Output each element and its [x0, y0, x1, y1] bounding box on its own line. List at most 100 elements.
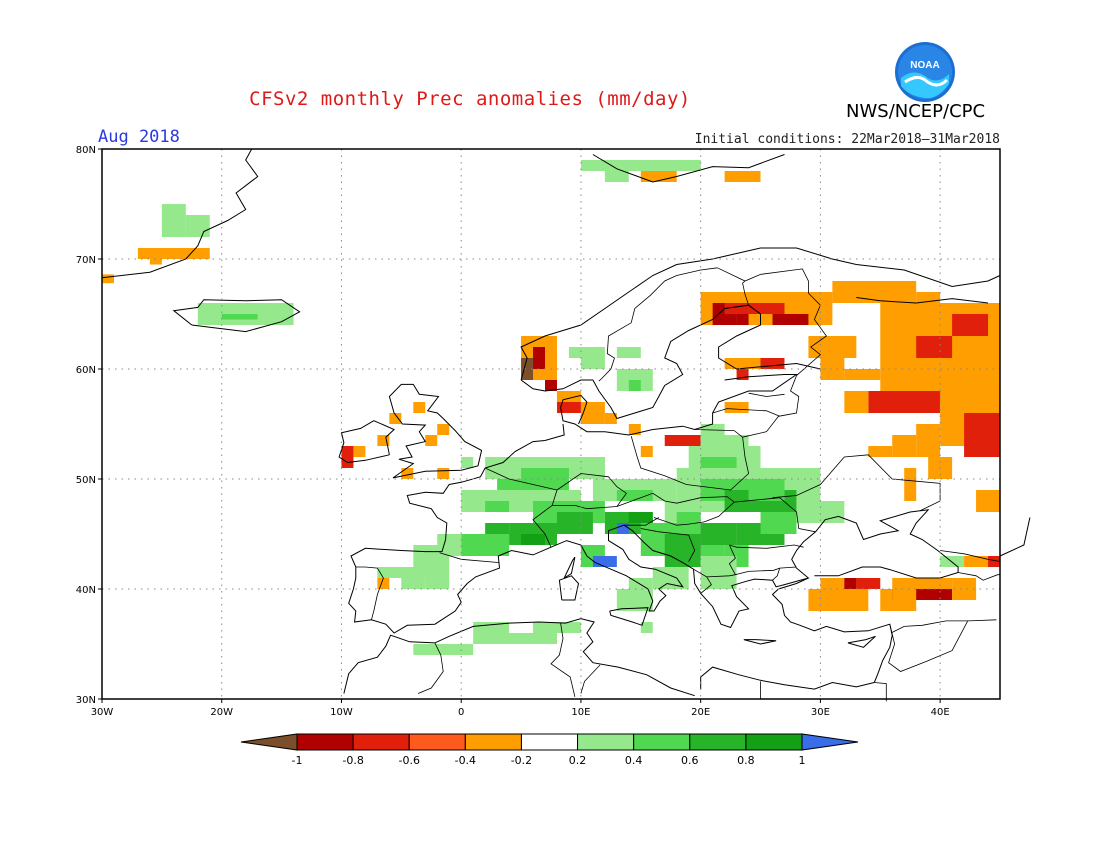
country-border [874, 682, 887, 702]
legend-swatch [745, 733, 803, 751]
legend-label: 0.2 [569, 754, 587, 767]
lat-tick-label: 80N [76, 145, 96, 156]
legend-label: 1 [799, 754, 806, 767]
anomaly-cell [377, 567, 414, 578]
legend-swatch [408, 733, 466, 751]
anomaly-cell [964, 556, 989, 567]
anomaly-cell [485, 501, 510, 512]
country-border [624, 517, 660, 526]
country-border [890, 619, 997, 634]
anomaly-cells [102, 160, 1000, 655]
anomaly-cell [604, 171, 629, 182]
anomaly-cell [616, 523, 629, 534]
anomaly-cell [700, 457, 737, 468]
anomaly-cell [748, 479, 785, 501]
anomaly-cell [592, 556, 617, 567]
anomaly-cell [700, 556, 737, 589]
anomaly-cell [556, 512, 593, 534]
lat-tick-label: 70N [76, 255, 96, 266]
anomaly-cell [868, 446, 893, 457]
legend-swatch [633, 733, 691, 751]
anomaly-cell [880, 402, 905, 413]
country-border [598, 267, 718, 382]
lat-tick-label: 30N [76, 695, 96, 706]
svg-text:NOAA: NOAA [910, 60, 939, 71]
coastline [592, 154, 785, 183]
legend-arrow-high [801, 733, 859, 751]
coastlines [101, 148, 1031, 702]
anomaly-cell [940, 556, 965, 567]
anomaly-cell [401, 468, 414, 479]
country-border [728, 544, 797, 576]
legend-label: -1 [292, 754, 303, 767]
coastline [558, 575, 580, 601]
anomaly-cell [856, 292, 881, 303]
country-border [616, 492, 735, 507]
anomaly-cell [808, 589, 833, 611]
anomaly-cell [401, 578, 426, 589]
anomaly-cell [533, 622, 581, 633]
country-border [958, 572, 1000, 581]
legend-swatch [464, 733, 522, 751]
country-border [742, 280, 749, 306]
forecast-month: Aug 2018 [98, 127, 180, 147]
anomaly-cell [377, 578, 390, 589]
lon-tick-label: 20W [210, 707, 233, 718]
anomaly-cell [736, 314, 749, 325]
chart-title: CFSv2 monthly Prec anomalies (mm/day) [249, 88, 691, 110]
anomaly-cell [652, 567, 689, 589]
country-border [550, 623, 576, 697]
map-background [102, 149, 1000, 699]
anomaly-cell [616, 347, 641, 358]
legend-swatch [577, 733, 635, 751]
agency-label: NWS/NCEP/CPC [846, 101, 986, 122]
legend-label: -0.6 [398, 754, 419, 767]
country-border [748, 392, 785, 397]
lon-tick-label: 10W [330, 707, 353, 718]
longitude-ticks: 30W 20W 10W 0 10E 20E 30E 40E [91, 699, 950, 718]
lon-tick-label: 40E [931, 707, 950, 718]
country-border [772, 567, 781, 581]
lon-tick-label: 20E [691, 707, 710, 718]
anomaly-cell [700, 523, 737, 545]
country-border [552, 473, 627, 510]
anomaly-cell [664, 435, 701, 446]
anomaly-cell [161, 204, 186, 237]
lon-tick-label: 10E [571, 707, 590, 718]
anomaly-cell [808, 336, 857, 358]
anomaly-cell [580, 160, 701, 171]
anomaly-cell [964, 413, 1000, 457]
legend-swatch [689, 733, 747, 751]
anomaly-cell [772, 314, 809, 325]
anomaly-cell [724, 171, 761, 182]
anomaly-cell [916, 424, 941, 457]
legend-label: 0.8 [737, 754, 755, 767]
lat-tick-label: 50N [76, 475, 96, 486]
country-border [355, 566, 384, 620]
anomaly-cell [856, 578, 881, 589]
anomaly-cell [844, 369, 881, 380]
anomaly-cell [497, 479, 522, 490]
country-border [484, 467, 558, 548]
anomaly-cell [628, 512, 653, 523]
anomaly-cell [580, 402, 605, 424]
legend-swatch [520, 733, 579, 751]
country-border [706, 574, 736, 578]
anomaly-cell [844, 391, 869, 413]
lon-tick-label: 30W [91, 707, 114, 718]
coastline [856, 297, 989, 304]
country-border [742, 375, 800, 438]
anomaly-cell [628, 424, 641, 435]
legend-label: -0.2 [511, 754, 532, 767]
anomaly-cell [545, 380, 557, 391]
coastline [520, 247, 1001, 381]
anomaly-cell [952, 314, 989, 336]
country-border [640, 528, 696, 562]
legend-arrow-low [240, 733, 298, 751]
anomaly-cell [556, 391, 581, 402]
anomaly-cell [904, 468, 917, 501]
country-border [580, 664, 601, 694]
country-border [729, 544, 804, 549]
coastline [172, 299, 301, 333]
